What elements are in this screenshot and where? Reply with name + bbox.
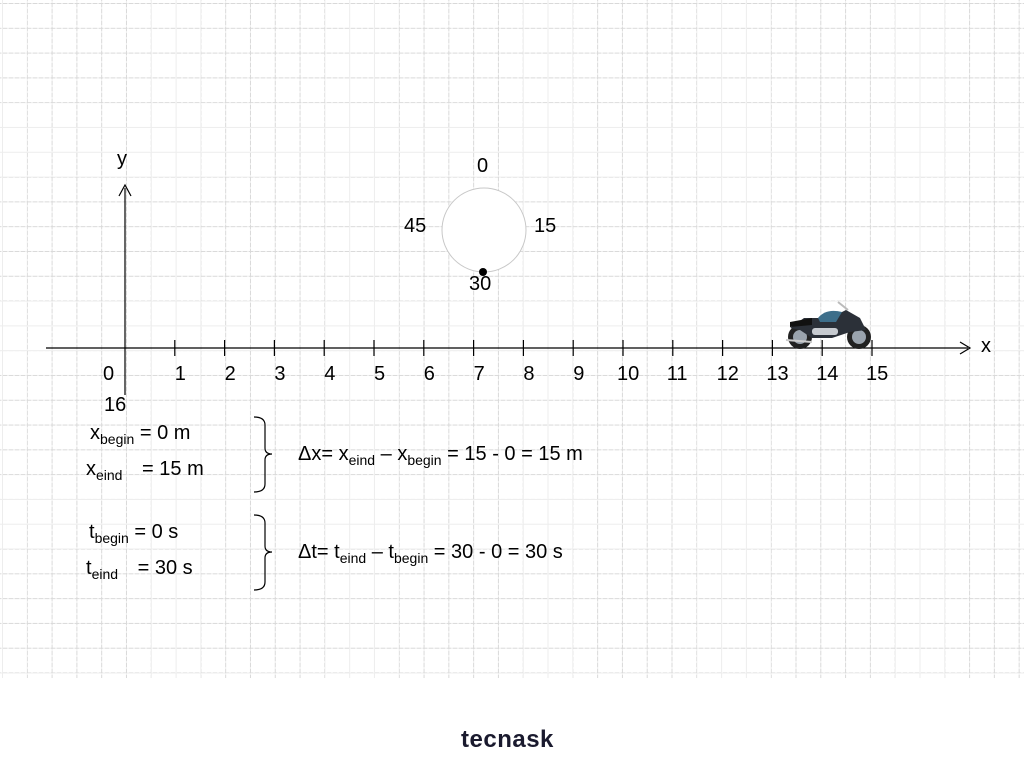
position-brace bbox=[253, 416, 273, 493]
x-tick-label: 13 bbox=[766, 363, 789, 385]
x-tick-label: 15 bbox=[866, 363, 889, 385]
brand-logo: tecnask bbox=[461, 726, 554, 753]
t-end-equation: teind = 30 s bbox=[86, 557, 193, 582]
clock-face bbox=[441, 187, 527, 273]
x-tick-label: 1 bbox=[174, 363, 186, 385]
clock-label-left: 45 bbox=[404, 215, 427, 237]
x-tick-label: 14 bbox=[816, 363, 839, 385]
clock-label-top: 0 bbox=[477, 155, 489, 177]
x-tick-label: 5 bbox=[374, 363, 386, 385]
clock-hand-dot bbox=[479, 268, 487, 276]
extra-axis-label: 16 bbox=[104, 394, 127, 416]
y-axis-arrow bbox=[118, 183, 132, 197]
motorcycle-icon bbox=[785, 301, 871, 349]
x-tick-label: 4 bbox=[324, 363, 336, 385]
x-tick-label: 8 bbox=[523, 363, 535, 385]
x-tick-label: 11 bbox=[666, 363, 688, 385]
x-tick-label: 9 bbox=[573, 363, 585, 385]
x-axis-ticks bbox=[174, 340, 873, 356]
clock-label-right: 15 bbox=[534, 215, 557, 237]
x-axis-arrow bbox=[959, 341, 972, 355]
x-end-equation: xeind = 15 m bbox=[86, 458, 204, 483]
x-tick-label: 3 bbox=[274, 363, 286, 385]
x-tick-label: 6 bbox=[423, 363, 435, 385]
x-tick-label: 2 bbox=[224, 363, 236, 385]
y-axis-label: y bbox=[117, 148, 127, 170]
x-begin-equation: xbegin = 0 m bbox=[90, 422, 191, 447]
delta-x-equation: Δx= xeind – xbegin = 15 - 0 = 15 m bbox=[298, 443, 583, 468]
x-axis-label: x bbox=[981, 335, 991, 357]
x-tick-label: 12 bbox=[716, 363, 739, 385]
t-begin-equation: tbegin = 0 s bbox=[89, 521, 179, 546]
clock-label-bottom: 30 bbox=[469, 273, 492, 295]
x-tick-label: 0 bbox=[103, 363, 115, 385]
time-brace bbox=[253, 514, 273, 591]
x-tick-label: 10 bbox=[617, 363, 640, 385]
delta-t-equation: Δt= teind – tbegin = 30 - 0 = 30 s bbox=[298, 541, 563, 566]
x-tick-label: 7 bbox=[473, 363, 485, 385]
